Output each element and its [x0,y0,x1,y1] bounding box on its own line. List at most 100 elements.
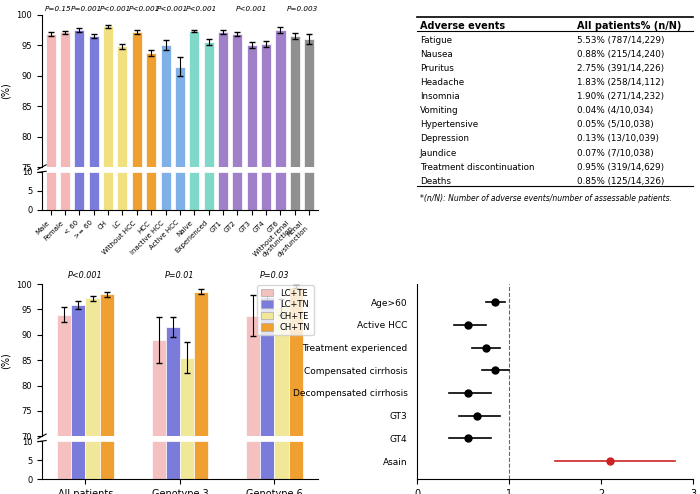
Bar [146,52,156,167]
Y-axis label: (%): (%) [1,82,11,99]
Text: Treatment discontinuation: Treatment discontinuation [420,163,534,171]
Bar [85,298,99,436]
Bar [261,44,271,167]
Text: P<0.001: P<0.001 [186,6,217,12]
Text: 0.95% (319/14,629): 0.95% (319/14,629) [577,163,664,171]
Text: P<0.001: P<0.001 [99,6,131,12]
Text: Deaths: Deaths [420,176,451,186]
Bar [290,172,300,210]
Text: Headache: Headache [420,78,464,87]
Text: 5.53% (787/14,229): 5.53% (787/14,229) [577,36,664,45]
Bar [103,172,113,210]
Bar [85,441,99,479]
Bar [304,172,314,210]
Bar [288,287,302,436]
Bar [146,172,156,210]
Text: P<0.001: P<0.001 [236,6,267,12]
Text: P=0.001: P=0.001 [71,6,102,12]
Bar [132,32,142,167]
Bar [194,291,209,436]
Bar [204,42,214,167]
Text: 0.88% (215/14,240): 0.88% (215/14,240) [577,50,664,59]
Bar [246,172,257,210]
Bar [232,172,242,210]
Text: 0.04% (4/10,034): 0.04% (4/10,034) [577,106,654,116]
Text: *(n/N): Number of adverse events/number of assessable patients.: *(n/N): Number of adverse events/number … [420,194,672,203]
Text: Fatigue: Fatigue [420,36,452,45]
Bar [189,31,199,167]
Bar [71,305,85,436]
Text: Hypertensive: Hypertensive [420,121,478,129]
Bar [246,316,260,436]
Bar [74,30,85,167]
Text: P<0.001: P<0.001 [157,6,188,12]
Bar [57,441,71,479]
Bar [99,294,114,436]
Bar [246,441,260,479]
Bar [46,34,55,167]
Text: Nausea: Nausea [420,50,453,59]
Text: P<0.001: P<0.001 [68,271,103,280]
Bar [160,45,171,167]
Text: P=0.03: P=0.03 [260,271,289,280]
Text: P=0.01: P=0.01 [165,271,195,280]
Bar [118,172,127,210]
Bar [204,172,214,210]
Bar [194,441,209,479]
Bar [166,441,180,479]
Bar [160,172,171,210]
Bar [276,172,286,210]
Bar [60,172,70,210]
Bar [74,172,85,210]
Text: 1.83% (258/14,112): 1.83% (258/14,112) [577,78,664,87]
Bar [218,172,228,210]
Bar [89,172,99,210]
Text: P<0.001: P<0.001 [128,6,160,12]
Bar [57,315,71,436]
Bar [103,26,113,167]
Bar [152,441,166,479]
Bar [276,30,286,167]
Bar [152,340,166,436]
Bar [260,297,274,436]
Bar [232,34,242,167]
Text: Adverse events: Adverse events [420,21,505,31]
Text: 0.07% (7/10,038): 0.07% (7/10,038) [577,149,654,158]
Bar [175,172,185,210]
Text: P=0.15: P=0.15 [45,6,71,12]
Bar [180,358,194,436]
Bar [274,441,288,479]
Text: 0.13% (13/10,039): 0.13% (13/10,039) [577,134,659,143]
Bar [46,172,55,210]
Bar [118,46,127,167]
Bar [246,45,257,167]
Bar [132,172,142,210]
Text: 0.05% (5/10,038): 0.05% (5/10,038) [577,121,654,129]
Bar [175,67,185,167]
Text: 2.75% (391/14,226): 2.75% (391/14,226) [577,64,664,73]
Bar [261,172,271,210]
Y-axis label: (%): (%) [1,352,11,369]
Legend: LC+TE, LC+TN, CH+TE, CH+TN: LC+TE, LC+TN, CH+TE, CH+TN [258,285,314,335]
Bar [304,39,314,167]
Text: Depression: Depression [420,134,469,143]
Text: P=0.003: P=0.003 [286,6,318,12]
Text: Vomiting: Vomiting [420,106,459,116]
Text: Insomnia: Insomnia [420,92,460,101]
Text: All patients% (n/N): All patients% (n/N) [577,21,682,31]
Bar [60,33,70,167]
Bar [180,441,194,479]
Bar [290,36,300,167]
Bar [288,441,302,479]
Bar [89,36,99,167]
Text: 0.85% (125/14,326): 0.85% (125/14,326) [577,176,664,186]
Text: 1.90% (271/14,232): 1.90% (271/14,232) [577,92,664,101]
Bar [274,307,288,436]
Bar [189,172,199,210]
Bar [218,32,228,167]
Bar [166,327,180,436]
Bar [260,441,274,479]
Bar [99,441,114,479]
Text: Pruritus: Pruritus [420,64,454,73]
Bar [71,441,85,479]
